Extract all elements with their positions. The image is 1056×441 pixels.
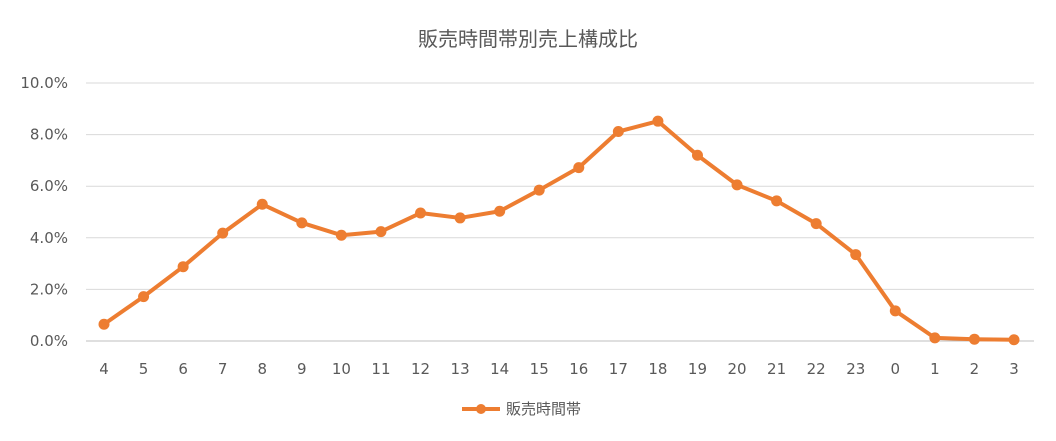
data-point (217, 227, 229, 239)
data-point (573, 162, 585, 174)
data-point (98, 318, 110, 330)
x-tick-label: 9 (297, 360, 307, 378)
data-point (1008, 334, 1020, 346)
x-tick-label: 1 (930, 360, 940, 378)
y-tick-label: 0.0% (30, 332, 68, 350)
series-line (102, 119, 1016, 342)
x-axis-tick-labels: 4 5 6 7 8 9 10 11 12 13 14 15 16 17 18 19 20 21 22 23 0 1 2 3 (99, 360, 1019, 378)
data-point (968, 333, 980, 345)
x-tick-label: 19 (688, 360, 707, 378)
chart-title: 販売時間帯別売上構成比 (418, 27, 638, 51)
data-point (375, 226, 387, 238)
x-tick-label: 20 (727, 360, 746, 378)
data-point (731, 179, 743, 191)
x-tick-label: 22 (807, 360, 826, 378)
data-point (691, 149, 703, 161)
y-tick-label: 8.0% (30, 126, 68, 144)
data-point (335, 229, 347, 241)
x-tick-label: 2 (970, 360, 980, 378)
x-tick-label: 0 (891, 360, 901, 378)
gridlines (86, 82, 1034, 342)
x-tick-label: 17 (609, 360, 628, 378)
legend: 販売時間帯 (462, 400, 581, 418)
data-point (889, 305, 901, 317)
x-tick-label: 5 (139, 360, 149, 378)
data-point (771, 195, 783, 207)
data-point (256, 198, 268, 210)
data-point (652, 115, 664, 127)
data-point (810, 218, 822, 230)
legend-point-marker (476, 404, 486, 414)
x-tick-label: 3 (1009, 360, 1019, 378)
y-tick-label: 10.0% (20, 74, 68, 92)
y-tick-label: 6.0% (30, 177, 68, 195)
x-tick-label: 12 (411, 360, 430, 378)
x-tick-label: 4 (99, 360, 109, 378)
x-tick-label: 6 (178, 360, 188, 378)
x-tick-label: 13 (451, 360, 470, 378)
x-tick-label: 15 (530, 360, 549, 378)
series-layer (98, 115, 1020, 346)
x-tick-label: 18 (648, 360, 667, 378)
data-point (454, 212, 466, 224)
data-point (415, 207, 427, 219)
data-point (177, 261, 189, 273)
legend-label: 販売時間帯 (506, 400, 581, 418)
data-point (612, 126, 624, 138)
y-tick-label: 2.0% (30, 280, 68, 298)
data-point (494, 205, 506, 217)
data-point (850, 249, 862, 261)
x-tick-label: 21 (767, 360, 786, 378)
x-tick-label: 10 (332, 360, 351, 378)
x-tick-label: 23 (846, 360, 865, 378)
data-point (533, 184, 545, 196)
data-point (929, 332, 941, 344)
x-tick-label: 14 (490, 360, 509, 378)
x-tick-label: 11 (371, 360, 390, 378)
data-point (138, 291, 150, 303)
y-axis-tick-labels: 0.0% 2.0% 4.0% 6.0% 8.0% 10.0% (20, 74, 68, 350)
y-tick-label: 4.0% (30, 229, 68, 247)
x-tick-label: 16 (569, 360, 588, 378)
x-tick-label: 8 (257, 360, 267, 378)
data-point (296, 217, 308, 229)
x-tick-label: 7 (218, 360, 228, 378)
